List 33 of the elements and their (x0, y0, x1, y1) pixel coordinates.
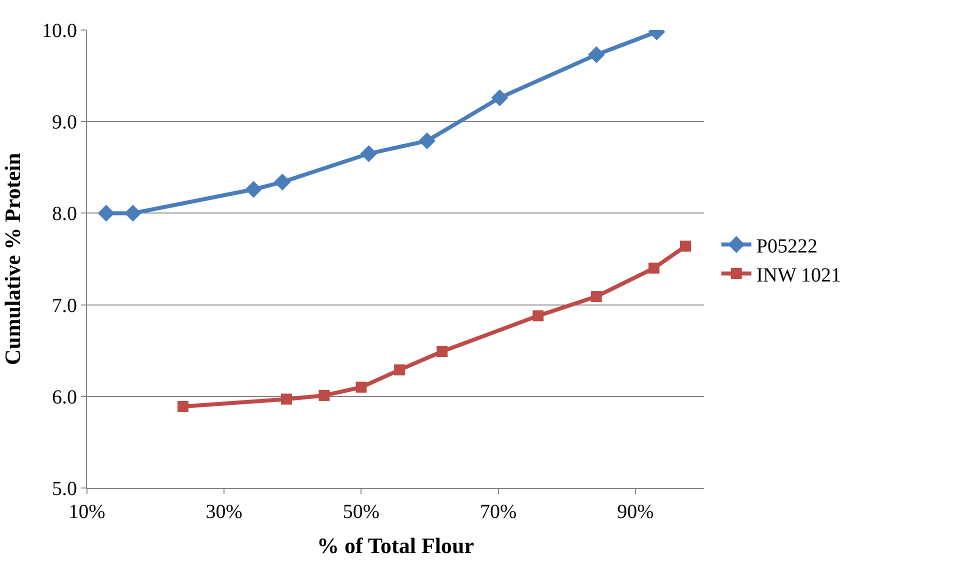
point (245, 180, 262, 198)
point (360, 145, 378, 162)
point (394, 364, 406, 376)
point (418, 132, 436, 150)
point (356, 382, 367, 393)
y-tick-label: 10.0 (42, 20, 77, 42)
x-tick-label: 10% (68, 501, 106, 523)
x-tick-label: 50% (342, 501, 380, 523)
y-tick-label: 8.0 (52, 203, 77, 226)
x-tick-label: 30% (206, 501, 242, 523)
point (177, 400, 188, 412)
point (532, 310, 544, 322)
y-axis-title: Cumulative % Protein (0, 152, 25, 366)
point (436, 346, 448, 358)
point (98, 204, 115, 222)
point (680, 240, 691, 252)
point (281, 394, 292, 405)
y-tick-label: 5.0 (52, 478, 77, 500)
point (588, 46, 605, 64)
y-tick-label: 6.0 (52, 386, 77, 408)
legend-label: INW 1021 (756, 264, 841, 286)
y-tick-label: 7.0 (52, 294, 77, 317)
x-tick-label: 90% (617, 501, 654, 523)
point (124, 204, 142, 222)
point (318, 390, 330, 401)
point (590, 291, 602, 302)
point (274, 174, 291, 191)
x-tick-label: 70% (480, 501, 517, 523)
y-tick-label: 9.0 (52, 112, 77, 134)
x-axis-title: % of Total Flour (316, 532, 474, 558)
legend-label: P05222 (756, 235, 818, 258)
point (648, 262, 660, 274)
point (491, 89, 508, 106)
